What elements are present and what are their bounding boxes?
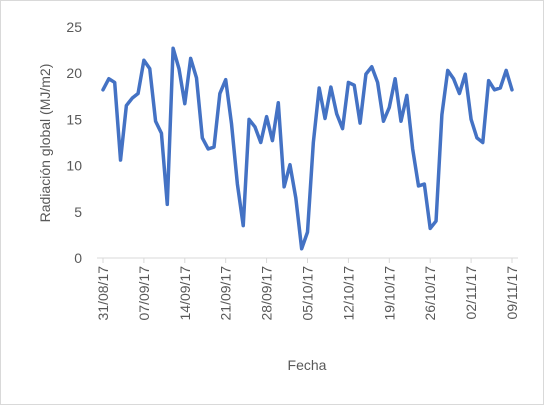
- x-tick-label: 12/10/17: [340, 266, 356, 321]
- y-axis-label: Radiación global (MJ/m2): [37, 64, 53, 223]
- x-tick-label: 31/08/17: [95, 266, 111, 321]
- data-line: [101, 46, 514, 251]
- x-tick-label: 21/09/17: [218, 266, 234, 321]
- y-tick-label: 15: [66, 111, 82, 127]
- y-tick-label: 5: [74, 204, 82, 220]
- x-tick-label: 02/11/17: [463, 266, 479, 320]
- x-tick-label: 28/09/17: [259, 266, 275, 321]
- x-tick-label: 19/10/17: [381, 266, 397, 321]
- x-tick-label: 07/09/17: [136, 266, 152, 321]
- x-tick-label: 09/11/17: [504, 266, 520, 320]
- y-tick-label: 10: [66, 158, 82, 174]
- x-axis-label: Fecha: [288, 357, 327, 373]
- y-tick-label: 0: [74, 250, 82, 266]
- x-tick-label: 26/10/17: [422, 266, 438, 321]
- x-tick-label: 05/10/17: [300, 266, 316, 321]
- x-tick-label: 14/09/17: [177, 266, 193, 321]
- y-tick-label: 25: [66, 19, 82, 35]
- y-tick-label: 20: [66, 65, 82, 81]
